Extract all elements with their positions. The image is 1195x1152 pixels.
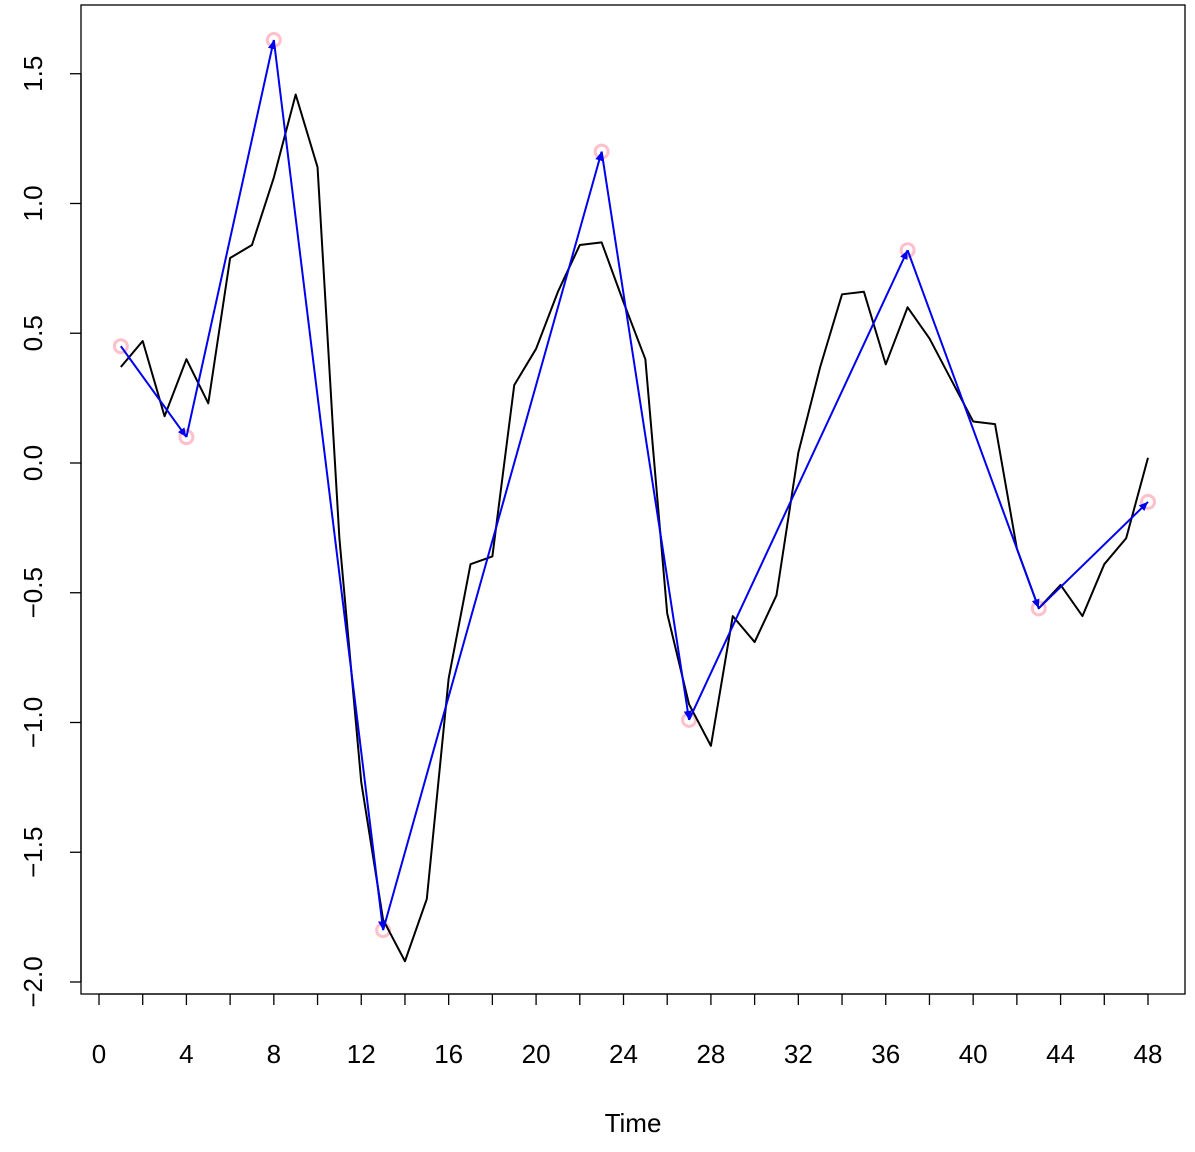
x-tick-label-0: 0 [92,1039,106,1069]
x-tick-label-16: 16 [434,1039,463,1069]
x-tick-label-8: 8 [267,1039,281,1069]
turning-point-marker-1 [178,429,195,446]
arrow-segment-2 [272,39,386,931]
plot-frame [80,4,1186,995]
arrow-segment-0 [120,345,188,438]
arrow-segment-4 [600,151,692,721]
y-tick-label-3: −0.5 [18,567,48,618]
series-line-black [120,93,1149,963]
arrow-segment-3 [382,151,604,931]
y-axis: −2.0 −1.5 −1.0 −0.5 0.0 0.5 1.0 1.5 [18,56,82,1008]
y-tick-label-4: 0.0 [18,445,48,481]
x-tick-label-24: 24 [609,1039,638,1069]
y-tick-label-7: 1.5 [18,56,48,92]
arrow-segment-5 [688,249,909,721]
y-tick-label-1: −1.5 [18,827,48,878]
x-tick-label-20: 20 [522,1039,551,1069]
x-tick-label-12: 12 [347,1039,376,1069]
turning-point-marker-6 [899,242,916,259]
x-axis: 0 4 8 12 16 20 24 28 32 36 40 44 48 [92,993,1163,1069]
x-tick-label-4: 4 [179,1039,193,1069]
x-tick-label-48: 48 [1134,1039,1163,1069]
y-tick-label-0: −2.0 [18,956,48,1007]
y-tick-label-6: 1.0 [18,185,48,221]
x-tick-label-36: 36 [871,1039,900,1069]
x-tick-label-40: 40 [959,1039,988,1069]
x-axis-label: Time [605,1108,662,1138]
y-tick-label-5: 0.5 [18,315,48,351]
turning-point-marker-0 [112,338,129,355]
y-tick-label-2: −1.0 [18,697,48,748]
x-tick-label-28: 28 [696,1039,725,1069]
arrow-segment-6 [906,249,1040,609]
arrow-segment-7 [1038,501,1149,610]
arrow-segment-1 [185,39,276,438]
x-tick-label-44: 44 [1046,1039,1075,1069]
x-tick-label-32: 32 [784,1039,813,1069]
series-layer [112,32,1156,963]
